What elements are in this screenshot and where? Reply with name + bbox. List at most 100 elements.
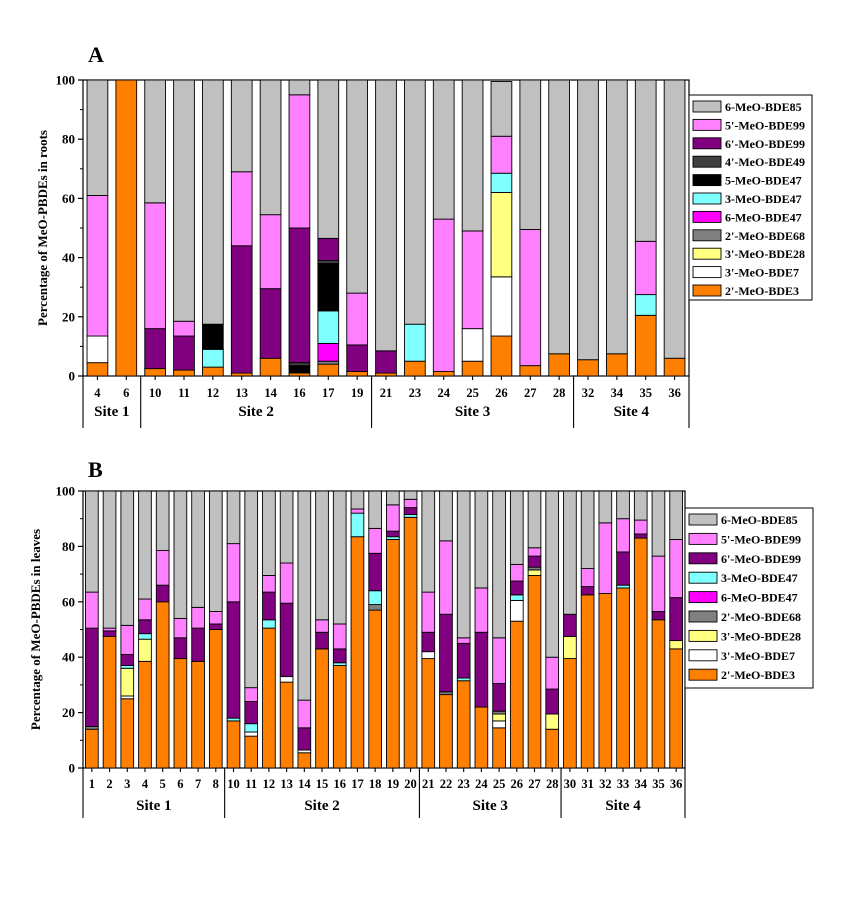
- legend-swatch-6-meo-bde85: [688, 513, 718, 526]
- bar-segment-5p-meo-bde99-20: [403, 498, 418, 509]
- bar-segment-6-meo-bde85-19: [386, 490, 400, 506]
- y-tick-label-100: 100: [56, 73, 76, 88]
- legend-swatch-3p-meo-bde28: [688, 629, 718, 642]
- bar-segment-5p-meo-bde99-14: [297, 699, 312, 729]
- bar-segment-6-meo-bde85-17: [350, 490, 365, 510]
- bar-segment-5p-meo-bde99-21: [421, 591, 436, 633]
- y-tick-label-0: 0: [69, 369, 76, 384]
- bar-segment-2p-meo-bde3-3: [120, 698, 135, 769]
- bar-segment-5p-meo-bde99-14: [259, 214, 282, 290]
- y-tick-label-20: 20: [62, 309, 75, 324]
- bar-segment-6-meo-bde85-21: [421, 490, 436, 593]
- bar-segment-6p-meo-bde99-19: [346, 344, 368, 373]
- legend-label-6-meo-bde85: 6-MeO-BDE85: [725, 100, 802, 114]
- bar-segment-6p-meo-bde99-7: [191, 627, 205, 662]
- x-tick-label-13: 13: [235, 386, 248, 400]
- bar-segment-2p-meo-bde3-27: [519, 365, 542, 377]
- bar-segment-6p-meo-bde99-14: [297, 727, 312, 751]
- bar-segment-6p-meo-bde99-24: [474, 631, 489, 708]
- bar-segment-6p-meo-bde99-16: [332, 648, 347, 664]
- bar-segment-5p-meo-bde99-25: [461, 230, 484, 330]
- bar-segment-3p-meo-bde7-26: [490, 276, 513, 337]
- bar-segment-3-meo-bde47-23: [404, 323, 426, 362]
- bar-segment-6-meo-bde85-10: [144, 79, 166, 204]
- legend-b: 6-MeO-BDE85 5'-MeO-BDE99 6'-MeO-BDE99 3-MeO…: [684, 507, 814, 689]
- bar-segment-6-meo-bde85-23: [404, 79, 426, 325]
- site-label-1: Site 1: [94, 404, 129, 420]
- bar-segment-2p-meo-bde3-30: [563, 658, 577, 769]
- bar-segment-6-meo-bde85-8: [208, 490, 223, 612]
- bar-segment-5p-meo-bde99-15: [315, 619, 329, 633]
- bar-segment-3p-meo-bde28-28: [545, 713, 560, 730]
- x-tick-label-30: 30: [564, 777, 577, 791]
- x-tick-label-13: 13: [280, 777, 293, 791]
- bar-segment-6-meo-bde85-11: [173, 79, 195, 322]
- bar-segment-6-meo-bde85-31: [580, 490, 595, 570]
- x-tick-label-14: 14: [264, 386, 277, 400]
- bar-segment-2p-meo-bde3-20: [403, 516, 418, 769]
- x-tick-label-7: 7: [195, 777, 201, 791]
- bar-segment-6-meo-bde85-32: [577, 79, 599, 361]
- bar-segment-6p-meo-bde99-10: [226, 601, 241, 719]
- bar-segment-2p-meo-bde3-26: [509, 620, 524, 769]
- x-tick-label-6: 6: [177, 777, 183, 791]
- legend-swatch-5p-meo-bde99: [688, 532, 718, 545]
- x-tick-label-24: 24: [475, 777, 488, 791]
- bar-segment-6-meo-bde85-35: [651, 490, 666, 557]
- legend-label-6p-meo-bde99: 6'-MeO-BDE99: [721, 552, 801, 566]
- bar-segment-2p-meo-bde3-19: [386, 539, 400, 769]
- bar-segment-3p-meo-bde7-25: [461, 328, 484, 362]
- x-tick-label-12: 12: [263, 777, 276, 791]
- bar-segment-6-meo-bde85-13: [279, 490, 294, 564]
- bar-segment-6-meo-bde85-4: [138, 490, 152, 600]
- bar-segment-5-meo-bde47-17: [317, 263, 340, 312]
- x-tick-label-20: 20: [404, 777, 417, 791]
- bar-segment-6p-meo-bde99-21: [375, 350, 397, 374]
- x-tick-label-28: 28: [553, 386, 566, 400]
- legend-swatch-6p-meo-bde99: [692, 137, 722, 150]
- y-tick-label-80: 80: [62, 132, 75, 147]
- legend-swatch-5p-meo-bde99: [692, 118, 722, 131]
- bar-segment-6-meo-bde85-27: [519, 79, 542, 230]
- bar-segment-6p-meo-bde99-12: [262, 591, 276, 621]
- bar-segment-5p-meo-bde99-32: [598, 522, 613, 594]
- x-tick-label-4: 4: [142, 777, 149, 791]
- x-tick-label-16: 16: [293, 386, 306, 400]
- bar-segment-6p-meo-bde99-19: [386, 530, 400, 538]
- panel-letter-b: B: [88, 457, 103, 482]
- x-tick-label-25: 25: [493, 777, 506, 791]
- bar-segment-2p-meo-bde3-17: [350, 536, 365, 769]
- bar-segment-5p-meo-bde99-25: [492, 637, 506, 684]
- legend-label-6-meo-bde47: 6-MeO-BDE47: [721, 591, 798, 605]
- bar-segment-3p-meo-bde7-4: [86, 335, 109, 364]
- bar-segment-5p-meo-bde99-19: [386, 504, 400, 532]
- bar-segment-6-meo-bde85-15: [315, 490, 329, 621]
- bar-segment-2p-meo-bde3-26: [490, 335, 513, 377]
- legend-label-3p-meo-bde28: 3'-MeO-BDE28: [721, 629, 801, 643]
- bar-segment-3-meo-bde47-12: [202, 348, 224, 368]
- bar-segment-6p-meo-bde99-5: [155, 584, 170, 603]
- bar-segment-3-meo-bde47-26: [490, 172, 513, 193]
- y-tick-label-20: 20: [62, 705, 75, 720]
- legend-swatch-2p-meo-bde68: [692, 229, 722, 242]
- x-tick-label-23: 23: [409, 386, 422, 400]
- bar-segment-6-meo-bde85-14: [259, 79, 282, 216]
- bar-segment-6-meo-bde85-27: [527, 490, 542, 549]
- y-tick-label-60: 60: [62, 594, 75, 609]
- bar-segment-6-meo-bde85-32: [598, 490, 613, 524]
- bar-segment-3p-meo-bde28-36: [669, 640, 683, 650]
- bar-segment-6-meo-bde85-19: [346, 79, 368, 294]
- x-tick-label-12: 12: [207, 386, 220, 400]
- bar-segment-5-meo-bde47-16: [288, 365, 311, 374]
- bar-segment-6-meo-bde85-24: [474, 490, 489, 589]
- x-tick-label-33: 33: [617, 777, 630, 791]
- site-label-4: Site 4: [605, 798, 641, 814]
- bar-segment-3p-meo-bde28-4: [138, 638, 152, 662]
- bar-segment-6p-meo-bde99-1: [85, 627, 99, 727]
- y-tick-label-40: 40: [62, 250, 75, 265]
- legend-swatch-5-meo-bde47: [692, 174, 722, 187]
- x-tick-label-32: 32: [599, 777, 612, 791]
- panel-letter-a: A: [88, 42, 104, 67]
